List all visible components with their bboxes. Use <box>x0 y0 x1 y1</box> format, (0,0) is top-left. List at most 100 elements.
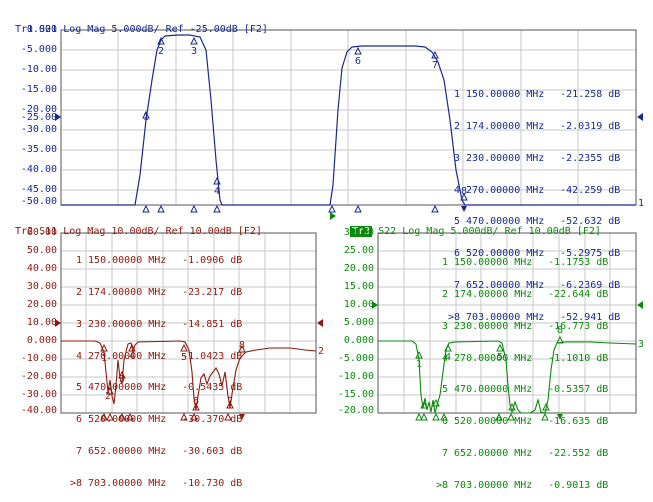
tr1-marker-table: 1 150.00000 MHz -21.258 dB 2 174.00000 M… <box>440 69 620 334</box>
marker-label[interactable]: 6 <box>193 396 200 407</box>
marker-frequency: 703.00000 MHz <box>454 479 533 491</box>
tr1-frame <box>60 29 637 206</box>
marker-value: -0.9013 dB <box>548 479 609 491</box>
marker-row: 1 150.00000 MHz -1.0906 dB <box>62 256 242 267</box>
marker-frequency: 150.00000 MHz <box>466 89 545 101</box>
trace-end-label: 3 <box>638 339 645 350</box>
marker-frequency: 470.00000 MHz <box>454 384 533 396</box>
tr1-ytick: -10.00 <box>20 64 57 75</box>
tr2-trace-id[interactable]: Tr2 <box>15 226 34 237</box>
marker-label[interactable]: 4 <box>214 186 221 197</box>
marker-label-active[interactable]: 8 <box>557 325 564 336</box>
marker-label-active[interactable]: 8 <box>239 340 246 351</box>
tr3-trace-id[interactable]: Tr3 <box>350 226 373 237</box>
tr2-ytick: -10.00 <box>20 353 57 364</box>
marker-row: 6 520.00000 MHz -16.635 dB <box>428 416 609 428</box>
marker-label[interactable]: 7 <box>227 396 234 407</box>
marker-value: -16.635 dB <box>548 416 609 428</box>
marker-frequency: 270.00000 MHz <box>88 350 167 362</box>
tr2-ytick: 50.00 <box>26 245 57 256</box>
tr2-ytick: -20.00 <box>20 371 57 382</box>
marker-number: >8 <box>69 477 82 489</box>
marker-label[interactable]: 7 <box>432 60 439 71</box>
marker-value: -1.0423 dB <box>182 350 243 362</box>
marker-frequency: 150.00000 MHz <box>454 257 533 269</box>
marker-row: 7 652.00000 MHz -22.552 dB <box>428 448 608 460</box>
tr1-ytick: 0.000 <box>26 24 57 35</box>
tr2-title[interactable]: Tr2 S11 Log Mag 10.00dB/ Ref 10.00dB [F2… <box>3 214 262 238</box>
marker-label[interactable]: 5 <box>497 352 504 363</box>
tr2-title-text: S11 Log Mag 10.00dB/ Ref 10.00dB [F2] <box>39 226 262 237</box>
marker-value: -42.259 dB <box>560 184 621 196</box>
marker-row: 6 520.00000 MHz -5.2975 dB <box>440 248 620 260</box>
marker-frequency: 703.00000 MHz <box>88 477 167 489</box>
tr2-ytick: 10.00 <box>26 317 57 328</box>
marker-number: 3 <box>441 320 448 332</box>
marker-number: >8 <box>435 479 448 491</box>
tr1-trace-id[interactable]: Tr1 <box>15 24 34 35</box>
tr3-ytick: 0.000 <box>343 335 374 346</box>
tr2-grid <box>61 233 316 413</box>
tr1-ytick: -20.00 <box>20 104 57 115</box>
trace-end-label: 1 <box>638 198 645 209</box>
marker-label[interactable]: 4 <box>445 352 452 363</box>
marker-label-active[interactable]: 8 <box>461 186 468 197</box>
marker-label[interactable]: 2 <box>158 46 165 57</box>
marker-label[interactable]: 1 <box>416 359 423 370</box>
tr3-title-text: S22 Log Mag 5.000dB/ Ref 10.00dB [F2] <box>378 226 601 237</box>
tr3-marker-table: 1 150.00000 MHz -1.1753 dB 2 174.00000 M… <box>428 237 608 502</box>
marker-frequency: 270.00000 MHz <box>454 352 533 364</box>
marker-label[interactable]: 2 <box>105 391 112 402</box>
marker-row: 1 150.00000 MHz -21.258 dB <box>440 90 620 101</box>
tr3-ref-left-icon <box>372 301 378 309</box>
marker-label[interactable]: 3 <box>119 374 126 385</box>
marker-row: >8 703.00000 MHz -0.9013 dB <box>428 479 609 492</box>
tr2-ytick: 30.00 <box>26 281 57 292</box>
marker-number: 5 <box>441 384 448 396</box>
marker-value: -1.0906 dB <box>182 255 243 267</box>
tr2-ytick: 40.00 <box>26 263 57 274</box>
tr2-ref-left-icon <box>55 319 61 327</box>
marker-label[interactable]: 6 <box>355 56 362 67</box>
marker-row: 1 150.00000 MHz -1.1753 dB <box>428 258 608 269</box>
tr2-ytick: 0.000 <box>26 335 57 346</box>
marker-frequency: 230.00000 MHz <box>466 152 545 164</box>
tr1-ref-right-icon <box>637 113 643 121</box>
marker-frequency: 230.00000 MHz <box>454 320 533 332</box>
tr1-grid <box>61 30 636 205</box>
marker-value: -14.851 dB <box>182 318 243 330</box>
tr3-title[interactable]: Tr3 S22 Log Mag 5.000dB/ Ref 10.00dB [F2… <box>338 214 601 238</box>
marker-label[interactable]: 5 <box>181 352 188 363</box>
marker-frequency: 652.00000 MHz <box>466 279 545 291</box>
marker-row: 5 470.00000 MHz -52.632 dB <box>440 217 620 228</box>
marker-value: -16.773 dB <box>548 320 609 332</box>
marker-label[interactable]: 1 <box>143 112 150 123</box>
marker-row: >8 703.00000 MHz -10.730 dB <box>62 477 243 490</box>
tr1-title[interactable]: Tr1 S21 Log Mag 5.000dB/ Ref -25.00dB [F… <box>3 12 268 36</box>
marker-value: -10.730 dB <box>182 477 243 489</box>
marker-value: -0.5435 dB <box>182 382 243 394</box>
tr1-ytick: -15.00 <box>20 84 57 95</box>
marker-number: 6 <box>441 416 448 428</box>
marker-label[interactable]: 4 <box>129 351 136 362</box>
vna-display <box>55 29 643 421</box>
marker-value: -2.0319 dB <box>560 120 621 132</box>
tr3-grid <box>378 233 636 413</box>
marker-number: 2 <box>75 286 82 298</box>
marker-number: 5 <box>75 382 82 394</box>
marker-frequency: 703.00000 MHz <box>466 311 545 323</box>
marker-row: 3 230.00000 MHz -2.2355 dB <box>440 152 620 165</box>
marker-number: 7 <box>75 445 82 457</box>
marker-number: >8 <box>447 311 460 323</box>
marker-number: 2 <box>453 120 460 132</box>
marker-row: 5 470.00000 MHz -0.5357 dB <box>428 385 608 396</box>
marker-row: 4 270.00000 MHz -1.1010 dB <box>428 352 609 365</box>
marker-label[interactable]: 3 <box>191 46 198 57</box>
marker-label[interactable]: 1 <box>101 353 108 364</box>
marker-value: -1.1010 dB <box>548 352 609 364</box>
marker-number: 4 <box>75 350 82 362</box>
tr2-ytick: -30.00 <box>20 389 57 400</box>
marker-row: 6 520.00000 MHz -30.370 dB <box>62 414 242 426</box>
tr2-ytick: 60.00 <box>26 227 57 238</box>
marker-row: 2 174.00000 MHz -23.217 dB <box>62 286 242 299</box>
